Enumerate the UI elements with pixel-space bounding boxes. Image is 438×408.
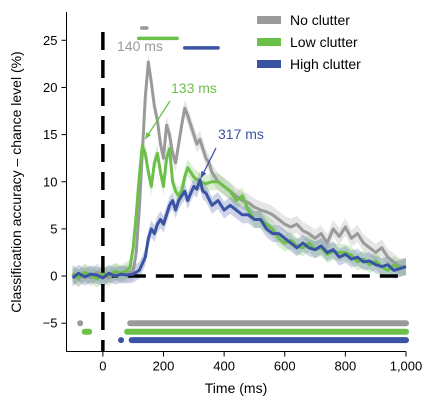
line-high_clutter xyxy=(71,178,407,280)
y-axis-label: Classification accuracy – chance level (… xyxy=(8,51,24,312)
x-tick-label: 800 xyxy=(335,359,357,374)
y-tick-label: 10 xyxy=(43,174,57,189)
legend-swatch-low_clutter xyxy=(257,38,281,46)
x-tick-label: 400 xyxy=(213,359,235,374)
significance-bars xyxy=(77,26,409,344)
annotation-arrowhead xyxy=(145,132,151,140)
axis-frame xyxy=(66,12,406,352)
y-tick-label: −5 xyxy=(43,316,58,331)
line-no_clutter xyxy=(71,60,406,281)
annotation-arrow xyxy=(144,100,171,140)
legend-swatch-no_clutter xyxy=(257,16,281,24)
series-lines xyxy=(71,60,407,281)
legend: No clutter Low clutter High clutter xyxy=(257,12,361,72)
annotation-label: 140 ms xyxy=(117,38,163,54)
line-low_clutter xyxy=(71,144,407,281)
y-tick-label: 15 xyxy=(43,127,57,142)
x-ticks: 0 200 400 600 800 1,000 xyxy=(99,351,423,374)
legend-swatch-high_clutter xyxy=(257,60,281,68)
annotation-arrowhead xyxy=(200,170,207,178)
x-tick-label: 200 xyxy=(153,359,175,374)
x-tick-label: 0 xyxy=(99,359,106,374)
reference-lines xyxy=(99,32,400,352)
annotations: 140 ms 133 ms 317 ms xyxy=(117,38,264,179)
x-tick-label: 1,000 xyxy=(390,359,423,374)
error-bands xyxy=(72,53,406,288)
legend-label: High clutter xyxy=(290,56,361,72)
y-tick-label: 5 xyxy=(50,221,57,236)
legend-label: No clutter xyxy=(290,12,350,28)
x-axis-label: Time (ms) xyxy=(205,380,267,396)
legend-label: Low clutter xyxy=(290,34,358,50)
y-tick-label: 20 xyxy=(43,80,57,95)
annotation-label: 317 ms xyxy=(218,126,264,142)
y-ticks: −5 0 5 10 15 20 25 xyxy=(43,33,67,331)
y-tick-label: 0 xyxy=(50,269,57,284)
x-tick-label: 600 xyxy=(274,359,296,374)
y-tick-label: 25 xyxy=(43,33,57,48)
axes: 0 200 400 600 800 1,000 −5 0 5 10 15 20 25 Time (ms… xyxy=(8,12,422,396)
annotation-label: 133 ms xyxy=(171,80,217,96)
